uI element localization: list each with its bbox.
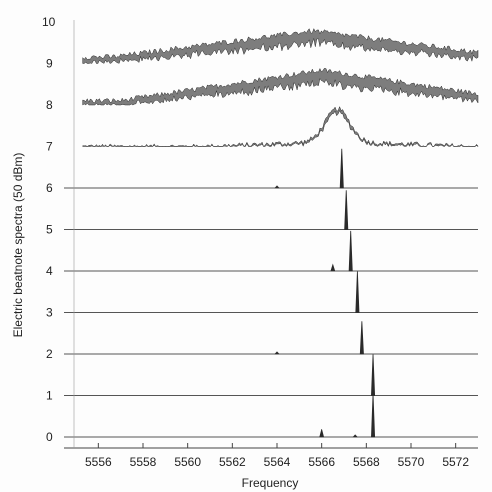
trace-peak bbox=[344, 190, 349, 230]
traces-layer bbox=[64, 27, 479, 438]
y-tick-label: 8 bbox=[46, 98, 53, 112]
trace-peak bbox=[371, 354, 376, 396]
trace-broad-spectrum bbox=[82, 27, 479, 64]
y-axis-title: Electric beatnote spectra (50 dBm) bbox=[11, 153, 25, 338]
trace-3 bbox=[64, 271, 478, 313]
x-tick-label: 5556 bbox=[85, 455, 112, 469]
trace-minor-peak bbox=[352, 434, 358, 438]
trace-minor-peak bbox=[319, 429, 325, 438]
trace-1 bbox=[64, 354, 478, 396]
y-tick-label: 1 bbox=[46, 389, 53, 403]
y-tick-label: 5 bbox=[46, 223, 53, 237]
trace-0 bbox=[64, 393, 478, 438]
x-tick-label: 5568 bbox=[353, 455, 380, 469]
y-tick-label: 3 bbox=[46, 306, 53, 320]
trace-minor-peak bbox=[330, 263, 336, 272]
trace-peak bbox=[348, 230, 353, 272]
trace-minor-peak bbox=[274, 185, 280, 189]
y-tick-label: 4 bbox=[46, 264, 53, 278]
x-tick-label: 5558 bbox=[130, 455, 157, 469]
y-tick-label: 0 bbox=[46, 430, 53, 444]
y-tick-label: 7 bbox=[46, 140, 53, 154]
trace-7 bbox=[82, 106, 479, 148]
y-tick-labels: 0 1 2 3 4 5 6 7 8 9 10 bbox=[42, 15, 56, 444]
trace-peak bbox=[339, 148, 344, 189]
x-tick-label: 5564 bbox=[264, 455, 291, 469]
x-tick-label: 5566 bbox=[308, 455, 335, 469]
trace-8 bbox=[82, 67, 479, 106]
trace-6 bbox=[64, 148, 478, 189]
trace-4 bbox=[64, 230, 478, 272]
trace-peak bbox=[355, 271, 360, 313]
y-tick-label: 6 bbox=[46, 181, 53, 195]
y-tick-label: 2 bbox=[46, 347, 53, 361]
trace-2 bbox=[64, 321, 478, 355]
x-tick-labels: 5556 5558 5560 5562 5564 5566 5568 5570 5572 bbox=[85, 443, 469, 469]
y-tick-label: 9 bbox=[46, 57, 53, 71]
x-tick-label: 5572 bbox=[442, 455, 469, 469]
trace-broad-spectrum bbox=[82, 106, 479, 148]
x-tick-label: 5562 bbox=[219, 455, 246, 469]
x-tick-label: 5560 bbox=[174, 455, 201, 469]
trace-peak bbox=[359, 321, 364, 355]
y-tick-label: 10 bbox=[42, 15, 56, 29]
x-axis-title: Frequency bbox=[242, 476, 299, 490]
trace-broad-spectrum bbox=[82, 67, 479, 106]
trace-peak bbox=[371, 393, 376, 438]
x-tick-label: 5570 bbox=[398, 455, 425, 469]
trace-minor-peak bbox=[274, 351, 280, 355]
trace-5 bbox=[64, 190, 478, 230]
trace-9 bbox=[82, 27, 479, 64]
